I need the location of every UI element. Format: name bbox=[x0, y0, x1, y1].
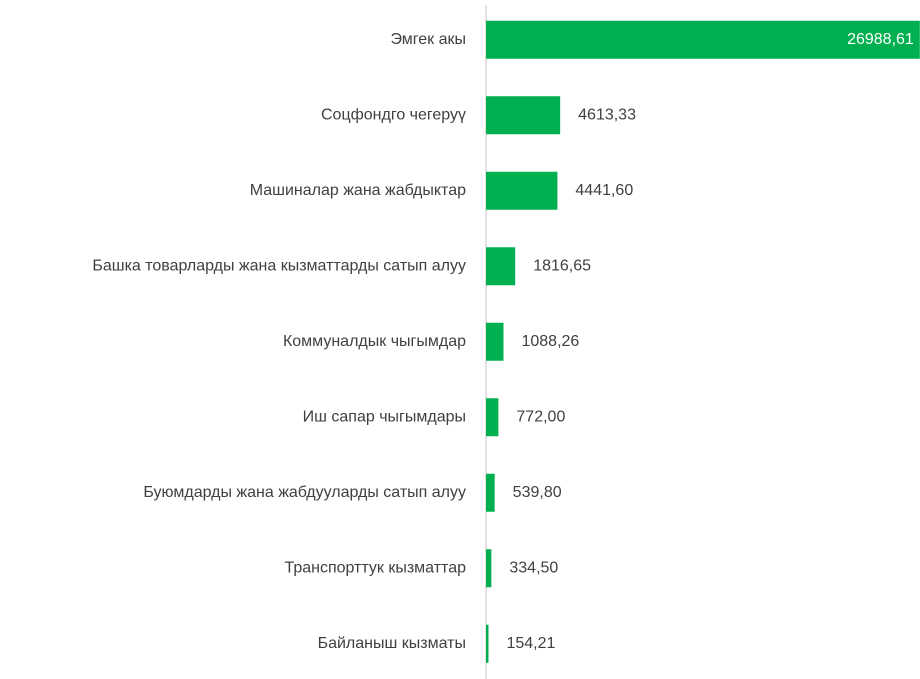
category-label: Машиналар жана жабдыктар bbox=[250, 182, 466, 199]
bar bbox=[486, 624, 489, 663]
value-label: 4441,60 bbox=[575, 182, 633, 199]
value-label: 4613,33 bbox=[578, 106, 636, 123]
value-label: 154,21 bbox=[506, 635, 555, 652]
category-label: Транспорттук кызматтар bbox=[284, 559, 466, 576]
bar bbox=[486, 322, 504, 361]
category-label: Эмгек акы bbox=[390, 31, 466, 48]
value-label: 1088,26 bbox=[521, 333, 579, 350]
value-label: 334,50 bbox=[509, 559, 558, 576]
category-label: Башка товарларды жана кызматтарды сатып … bbox=[92, 257, 466, 274]
value-label: 1816,65 bbox=[533, 257, 591, 274]
bar bbox=[486, 398, 499, 437]
category-label: Коммуналдык чыгымдар bbox=[283, 333, 466, 350]
bar bbox=[486, 473, 495, 512]
category-label: Байланыш кызматы bbox=[318, 635, 466, 652]
value-label: 772,00 bbox=[516, 408, 565, 425]
bar bbox=[486, 20, 920, 59]
value-label: 26988,61 bbox=[847, 31, 914, 48]
category-label: Соцфондго чегеруү bbox=[321, 106, 466, 123]
bar bbox=[486, 96, 561, 135]
bar bbox=[486, 171, 558, 210]
category-label: Буюмдарды жана жабдууларды сатып алуу bbox=[143, 484, 466, 501]
value-label: 539,80 bbox=[513, 484, 562, 501]
bar bbox=[486, 549, 492, 588]
bar bbox=[486, 247, 516, 286]
category-label: Иш сапар чыгымдары bbox=[303, 408, 466, 425]
